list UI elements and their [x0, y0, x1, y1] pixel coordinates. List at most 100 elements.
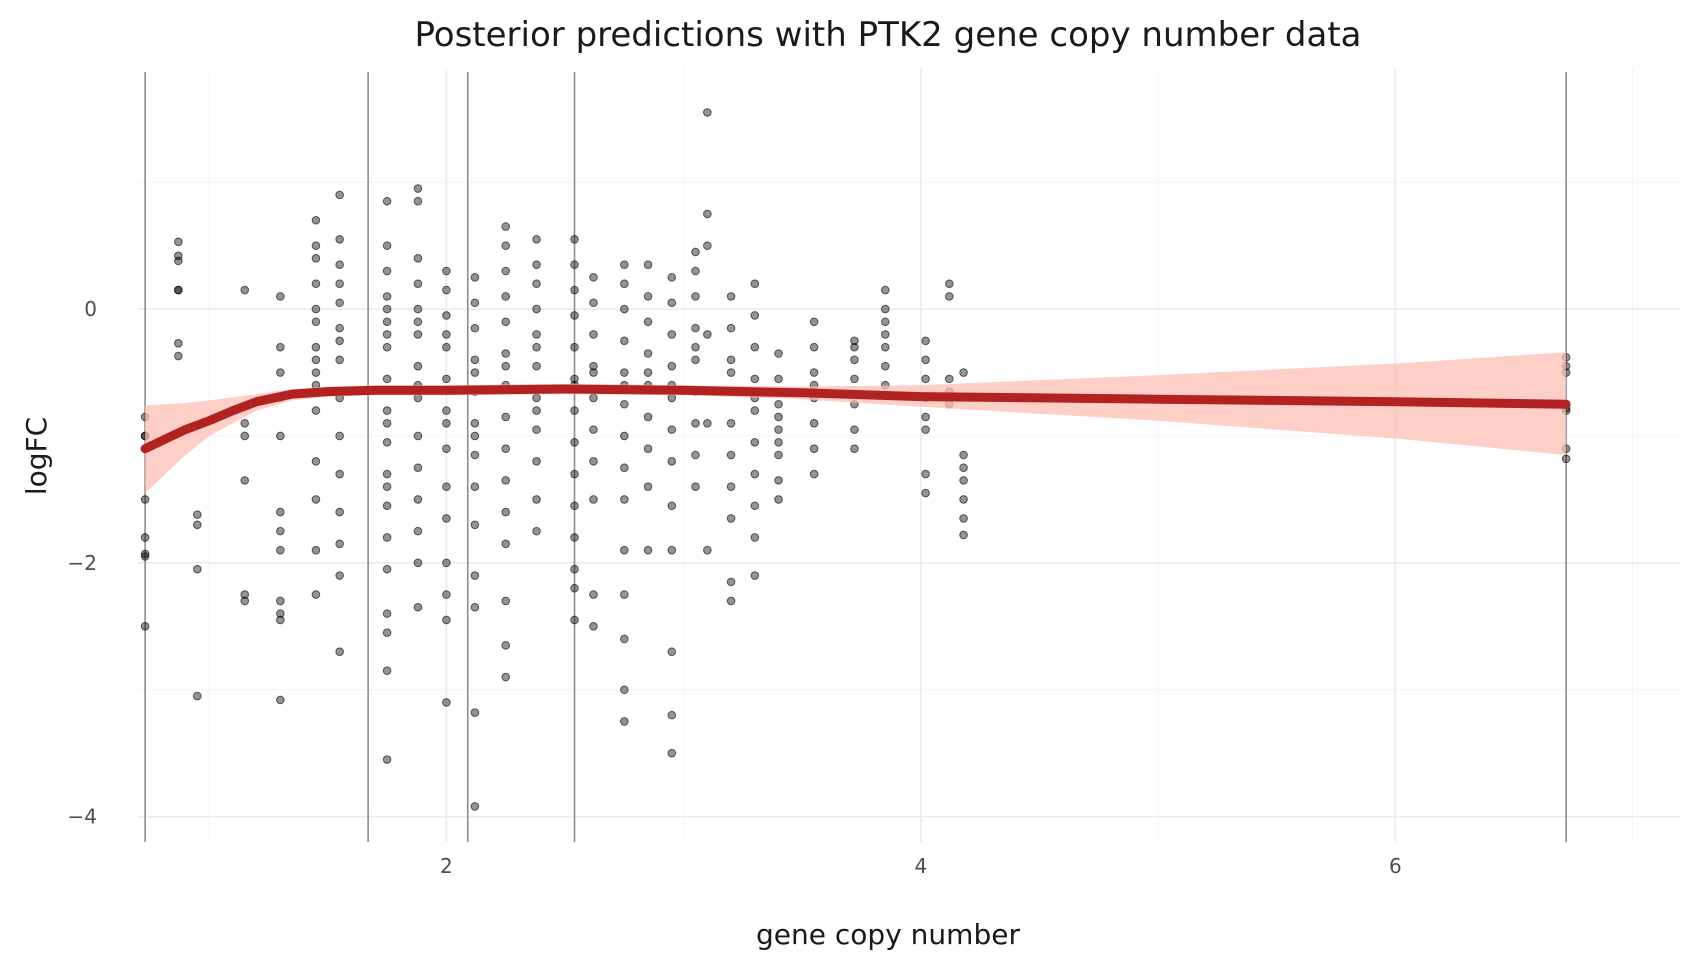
data-point	[335, 190, 344, 200]
data-point	[532, 361, 541, 371]
data-point	[413, 602, 423, 612]
data-point	[570, 438, 579, 447]
data-point	[620, 545, 629, 555]
data-point	[382, 755, 392, 764]
data-point	[703, 330, 712, 339]
data-point	[726, 577, 736, 587]
data-point	[750, 342, 760, 352]
data-point	[726, 355, 736, 365]
data-point	[589, 368, 598, 377]
data-point	[470, 355, 480, 365]
data-point	[643, 260, 653, 269]
data-point	[470, 273, 480, 282]
data-point	[193, 564, 202, 574]
data-point	[691, 292, 700, 301]
data-point	[501, 507, 511, 517]
data-point	[726, 596, 736, 606]
data-point	[809, 418, 819, 428]
data-point	[413, 279, 423, 289]
data-point	[240, 596, 250, 606]
data-point	[570, 342, 579, 352]
data-point	[809, 342, 819, 352]
data-point	[850, 336, 859, 346]
data-point	[470, 602, 480, 612]
data-point	[643, 412, 653, 422]
data-point	[570, 374, 579, 384]
data-point	[382, 418, 392, 428]
data-point	[501, 596, 511, 606]
data-point	[335, 260, 344, 269]
data-point	[667, 501, 677, 511]
data-point	[382, 406, 392, 415]
data-point	[620, 463, 629, 472]
data-point	[774, 476, 783, 485]
data-point	[809, 469, 819, 479]
data-point	[643, 349, 653, 358]
data-point	[667, 457, 677, 466]
data-point	[570, 260, 579, 269]
data-point	[809, 317, 819, 327]
data-point	[620, 260, 629, 269]
data-point	[532, 342, 541, 352]
data-point	[691, 323, 700, 333]
data-point	[959, 514, 968, 523]
data-point	[311, 317, 321, 327]
data-point	[442, 590, 451, 599]
data-point	[501, 222, 511, 231]
data-point	[620, 495, 629, 504]
data-point	[570, 285, 579, 295]
data-point	[620, 590, 629, 599]
data-point	[880, 317, 890, 327]
data-point	[276, 507, 285, 517]
x-tick-label: 4	[914, 854, 927, 878]
grid-lines	[138, 68, 1680, 842]
data-point	[240, 590, 250, 599]
data-point	[880, 342, 890, 352]
data-point	[413, 361, 423, 371]
data-point	[643, 545, 653, 555]
data-point	[691, 342, 700, 352]
data-point	[382, 482, 392, 492]
y-tick-label: −2	[68, 551, 97, 575]
x-axis-title: gene copy number	[756, 918, 1020, 951]
data-point	[382, 241, 392, 250]
data-point	[959, 530, 968, 540]
data-point	[703, 209, 712, 219]
data-point	[382, 266, 392, 276]
data-point	[174, 237, 183, 247]
data-point	[959, 495, 968, 504]
data-point	[470, 450, 480, 460]
data-point	[691, 247, 700, 257]
data-point	[667, 710, 677, 720]
data-point	[382, 342, 392, 352]
data-point	[667, 330, 677, 339]
data-point	[140, 533, 150, 542]
data-point	[442, 558, 451, 568]
data-point	[413, 495, 423, 504]
x-tick-label: 2	[440, 854, 453, 878]
data-point	[413, 558, 423, 568]
data-point	[643, 368, 653, 377]
data-point	[442, 266, 451, 276]
data-point	[311, 215, 321, 225]
data-point	[501, 476, 511, 485]
data-point	[532, 304, 541, 314]
data-point	[442, 406, 451, 415]
data-point	[959, 463, 968, 472]
data-point	[413, 330, 423, 339]
data-point	[532, 495, 541, 504]
data-point	[276, 609, 285, 618]
data-point	[382, 304, 392, 314]
data-point	[570, 469, 579, 479]
data-point	[276, 596, 285, 606]
data-point	[276, 615, 285, 625]
data-point	[413, 184, 423, 193]
data-point	[750, 501, 760, 511]
data-point	[643, 482, 653, 492]
data-point	[335, 507, 344, 517]
data-point	[311, 342, 321, 352]
data-point	[589, 330, 598, 339]
data-point	[921, 488, 930, 498]
data-point	[442, 342, 451, 352]
